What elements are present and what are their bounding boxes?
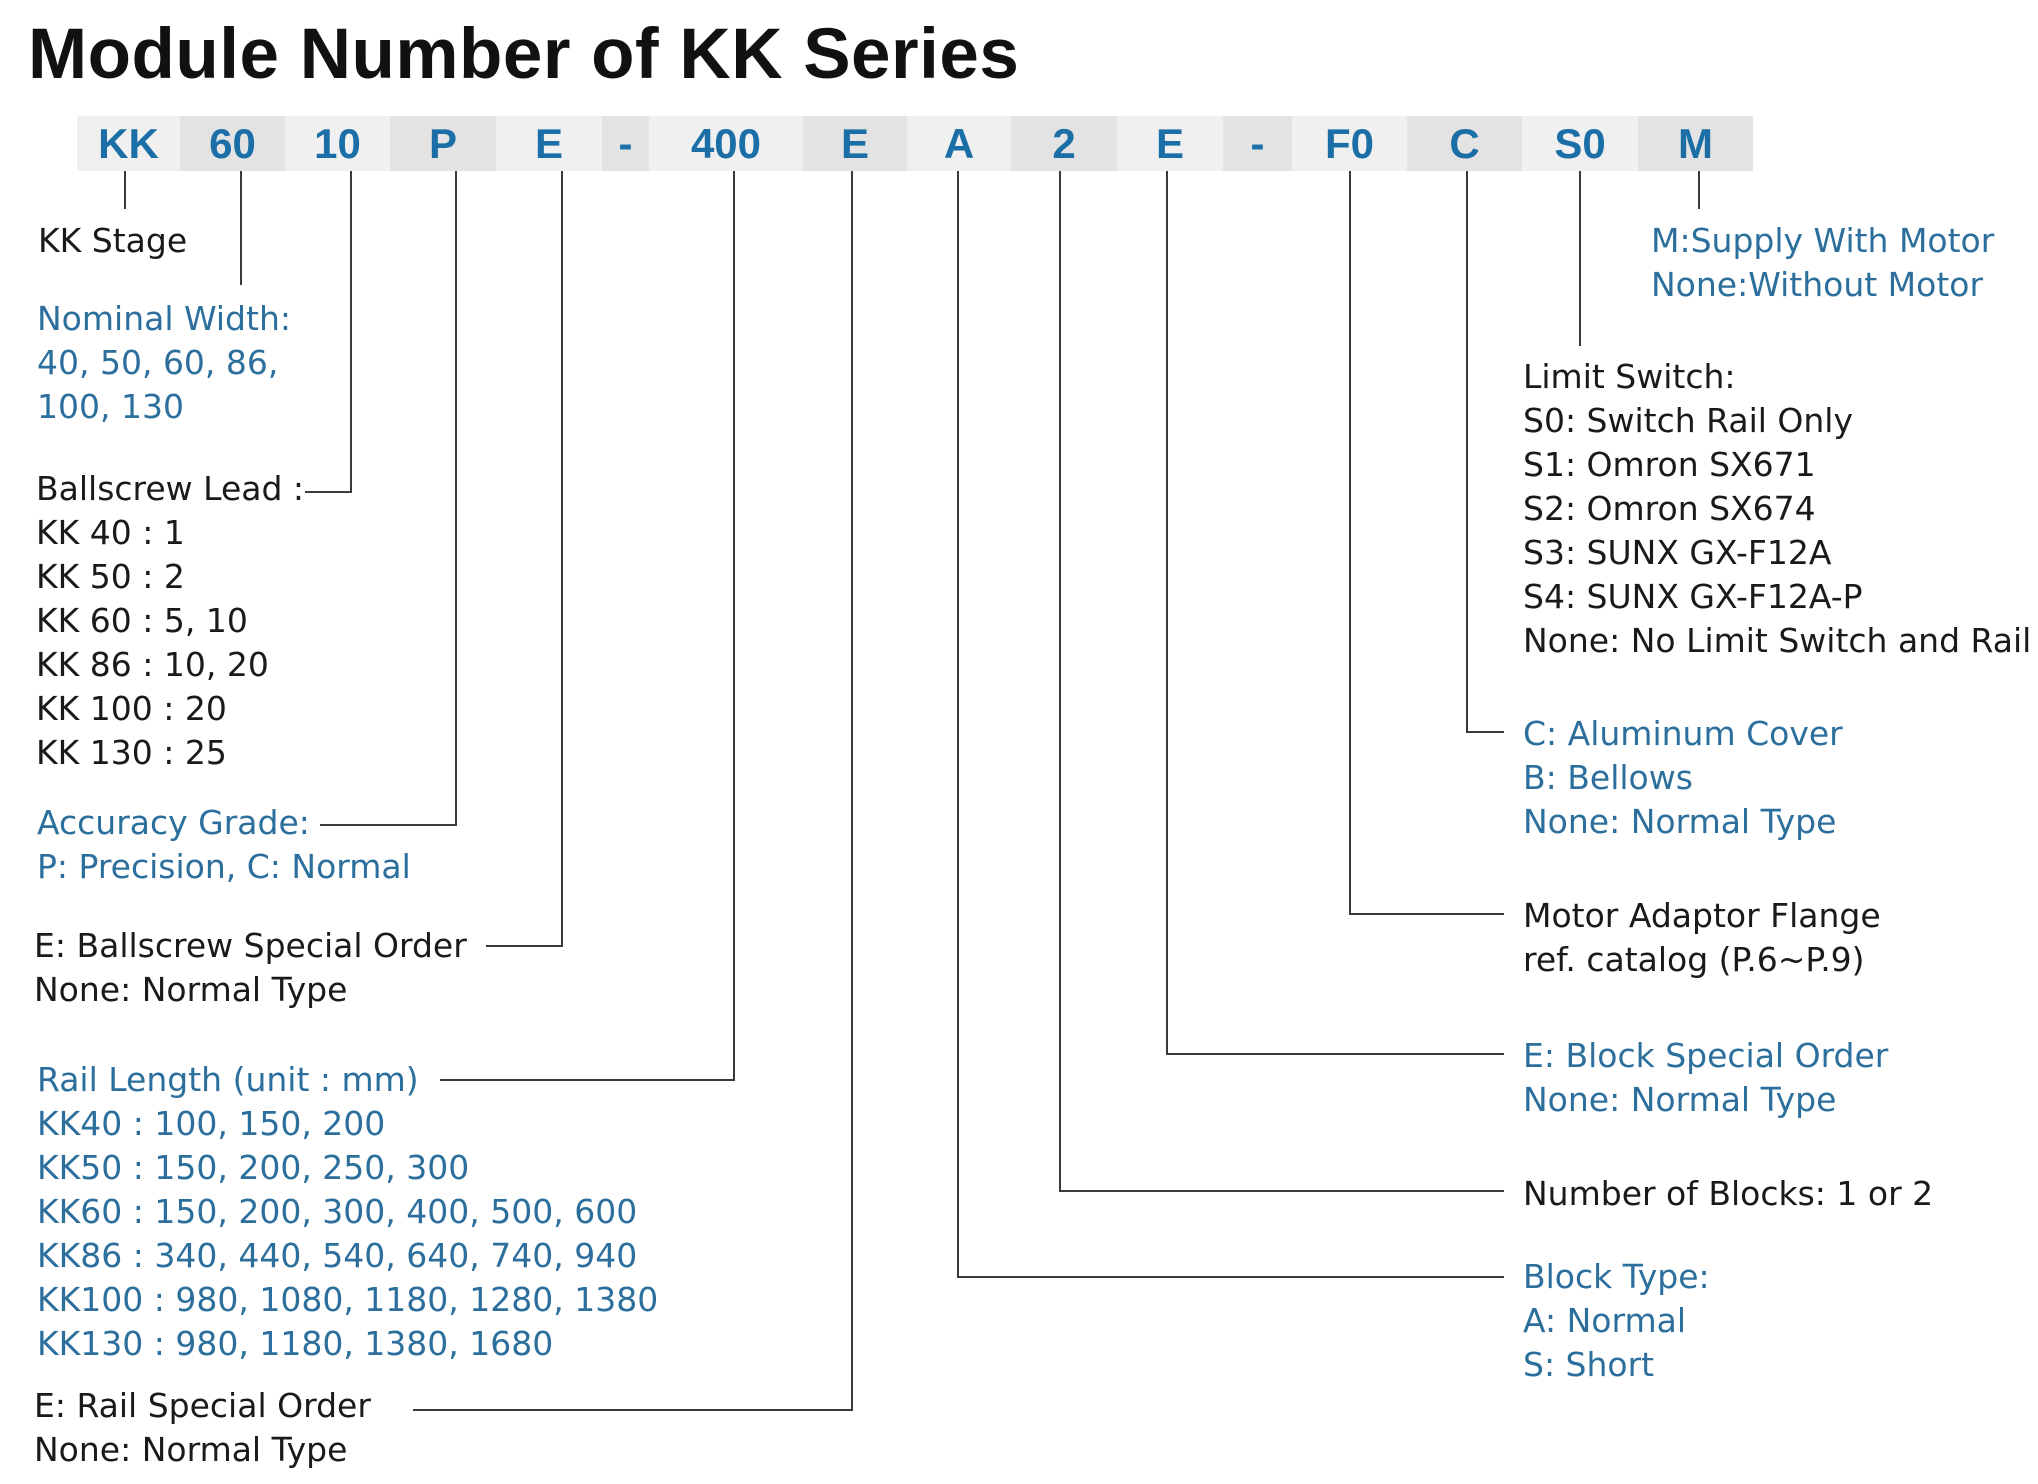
ballscrew-lead-block: Ballscrew Lead : KK 40 : 1 KK 50 : 2 KK …	[36, 469, 305, 772]
code-segment-limit-switch: S0	[1522, 116, 1638, 171]
leader-line-rail-length	[440, 171, 735, 1081]
code-segment-dash: -	[1223, 116, 1292, 171]
code-segment-lead: 10	[285, 116, 390, 171]
code-segment-dash: -	[602, 116, 649, 171]
nominal-width-block: Nominal Width: 40, 50, 60, 86, 100, 130	[37, 299, 291, 426]
code-segment-width: 60	[180, 116, 285, 171]
rail-special-block: E: Rail Special Order None: Normal Type	[34, 1386, 371, 1469]
code-segment-rail-special: E	[803, 116, 907, 171]
code-segment-kk: KK	[77, 116, 180, 171]
leader-line-flange	[1349, 171, 1504, 915]
block-special-block: E: Block Special Order None: Normal Type	[1523, 1036, 1889, 1119]
motor-block: M:Supply With Motor None:Without Motor	[1651, 221, 1995, 304]
leader-line-cover	[1466, 171, 1504, 733]
leader-line-rail-special	[413, 171, 853, 1411]
leader-line-block-special	[1166, 171, 1504, 1055]
kk-stage-label: KK Stage	[38, 221, 188, 260]
rail-length-block: Rail Length (unit : mm) KK40 : 100, 150,…	[37, 1060, 659, 1363]
leader-line-block-count	[1059, 171, 1504, 1192]
ballscrew-special-block: E: Ballscrew Special Order None: Normal …	[34, 926, 467, 1009]
leader-line-block-type	[957, 171, 1504, 1278]
code-segment-block-type: A	[907, 116, 1011, 171]
block-count-block: Number of Blocks: 1 or 2	[1523, 1174, 1934, 1213]
block-type-block: Block Type: A: Normal S: Short	[1523, 1257, 1710, 1384]
code-segment-block-special: E	[1117, 116, 1223, 171]
page-title: Module Number of KK Series	[28, 15, 1020, 94]
leader-line-accuracy	[320, 171, 457, 826]
code-segment-flange: F0	[1292, 116, 1407, 171]
limit-switch-block: Limit Switch: S0: Switch Rail Only S1: O…	[1523, 357, 2032, 660]
accuracy-grade-block: Accuracy Grade: P: Precision, C: Normal	[37, 803, 411, 886]
leader-line-ballscrew-special	[486, 171, 563, 947]
code-segment-block-count: 2	[1011, 116, 1117, 171]
code-segment-accuracy: P	[390, 116, 496, 171]
code-segment-cover: C	[1407, 116, 1522, 171]
leader-line-lead	[305, 171, 352, 493]
motor-flange-block: Motor Adaptor Flange ref. catalog (P.6~P…	[1523, 896, 1881, 979]
cover-block: C: Aluminum Cover B: Bellows None: Norma…	[1523, 714, 1843, 841]
code-segment-motor: M	[1638, 116, 1753, 171]
code-segment-ballscrew-special: E	[496, 116, 602, 171]
model-code-bar: KK 60 10 P E - 400 E A 2 E - F0 C S0 M	[77, 116, 1753, 171]
code-segment-rail-length: 400	[649, 116, 803, 171]
